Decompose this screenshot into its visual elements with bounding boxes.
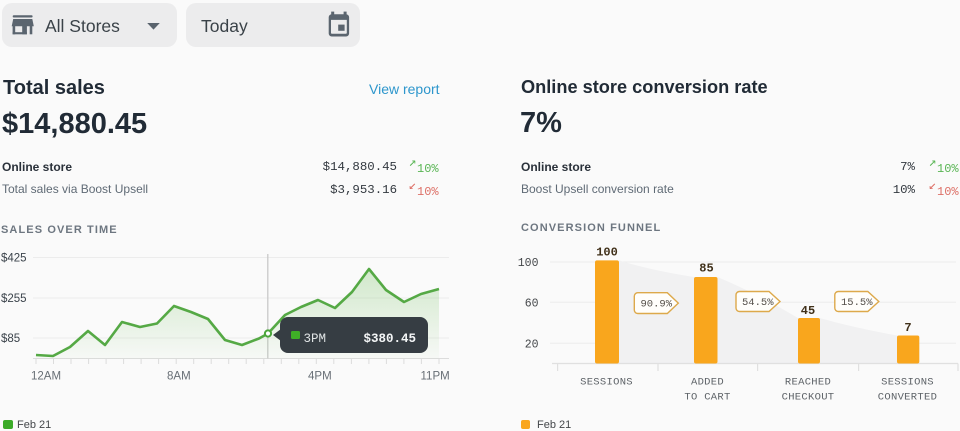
svg-text:60: 60 xyxy=(525,297,539,310)
svg-text:7: 7 xyxy=(904,321,911,335)
svg-text:11PM: 11PM xyxy=(421,371,450,383)
svg-text:SESSIONS: SESSIONS xyxy=(580,377,633,389)
svg-text:REACHED: REACHED xyxy=(785,377,831,389)
svg-text:SESSIONS: SESSIONS xyxy=(881,377,934,389)
svg-text:CONVERTED: CONVERTED xyxy=(878,392,937,404)
svg-text:$425: $425 xyxy=(1,253,27,265)
svg-text:$85: $85 xyxy=(1,333,20,345)
svg-text:8AM: 8AM xyxy=(167,371,191,383)
svg-text:ADDED: ADDED xyxy=(691,377,724,389)
svg-text:20: 20 xyxy=(525,338,539,351)
svg-text:CHECKOUT: CHECKOUT xyxy=(782,392,835,404)
svg-text:90.9%: 90.9% xyxy=(641,299,673,311)
svg-text:$255: $255 xyxy=(1,293,27,305)
svg-text:TO CART: TO CART xyxy=(684,392,730,404)
svg-text:85: 85 xyxy=(699,262,713,276)
svg-text:12AM: 12AM xyxy=(31,371,61,383)
svg-text:15.5%: 15.5% xyxy=(841,297,873,309)
svg-text:100: 100 xyxy=(518,257,539,270)
svg-text:45: 45 xyxy=(801,304,815,318)
svg-text:54.5%: 54.5% xyxy=(742,297,774,309)
svg-text:100: 100 xyxy=(596,246,618,260)
svg-text:4PM: 4PM xyxy=(308,371,332,383)
